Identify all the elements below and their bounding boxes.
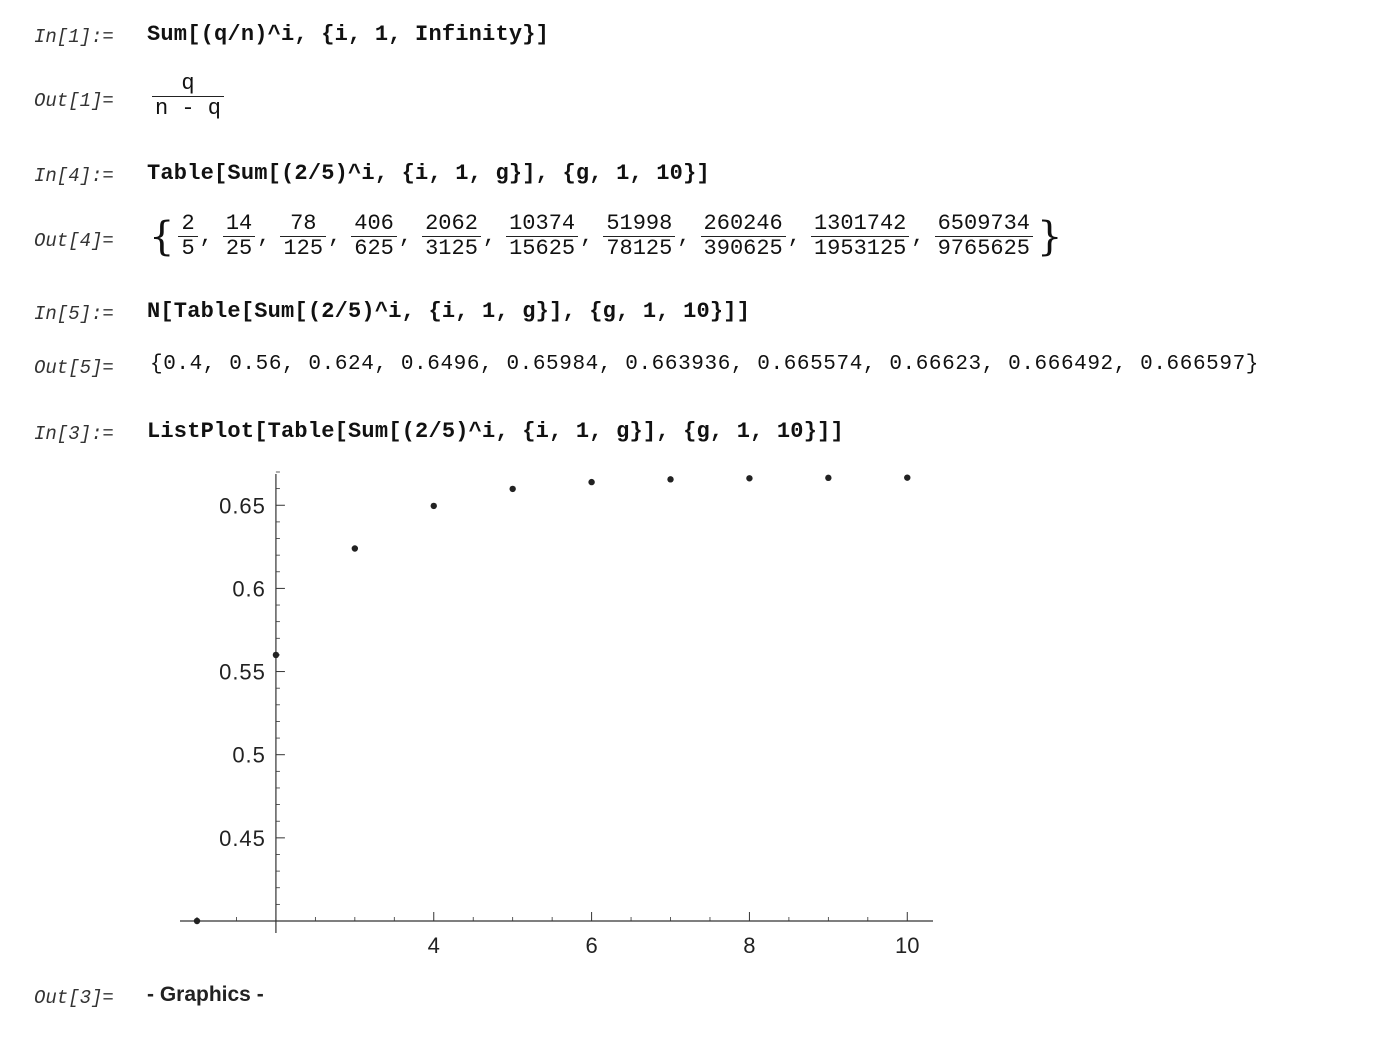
x-tick-label: 4 — [428, 933, 440, 958]
numerator: 14 — [225, 211, 253, 236]
separator-comma: , — [911, 224, 925, 249]
data-point — [193, 917, 201, 925]
input-label: In[1]:= — [34, 26, 114, 48]
numerator: q — [181, 71, 195, 96]
input-label: In[4]:= — [34, 165, 114, 187]
y-tick-label: 0.6 — [232, 576, 266, 601]
output-expression: q n - q — [150, 72, 226, 121]
input-code[interactable]: Sum[(q/n)^i, {i, 1, Infinity}] — [147, 22, 550, 47]
separator-comma: , — [328, 224, 342, 249]
plot-ticks — [196, 471, 908, 921]
output-expression: {0.4, 0.56, 0.624, 0.6496, 0.65984, 0.66… — [150, 353, 1259, 376]
separator-comma: , — [199, 224, 213, 249]
denominator: 78125 — [606, 236, 673, 261]
input-label: In[3]:= — [34, 423, 114, 445]
data-point — [588, 478, 595, 486]
input-label: In[5]:= — [34, 303, 114, 325]
output-label: Out[3]= — [34, 987, 114, 1009]
separator-comma: , — [787, 224, 801, 249]
y-tick-label: 0.5 — [232, 743, 266, 768]
separator-comma: , — [398, 224, 413, 249]
data-point — [272, 651, 280, 659]
fraction-bar — [280, 236, 327, 237]
fraction: 78 125 — [280, 211, 327, 261]
data-point — [667, 476, 674, 483]
x-tick-label: 6 — [585, 933, 597, 958]
y-tick-label: 0.45 — [219, 826, 266, 851]
fraction: 10374 15625 — [506, 211, 579, 261]
separator-comma: , — [257, 224, 271, 249]
plot-tick-labels: 4 6 8 10 0.45 0.5 0.55 0.6 0.65 — [219, 493, 919, 958]
input-code[interactable]: Table[Sum[(2/5)^i, {i, 1, g}], {g, 1, 10… — [147, 161, 710, 186]
fraction-bar — [934, 236, 1034, 237]
denominator: 25 — [225, 236, 253, 261]
data-point — [825, 474, 832, 482]
numerator: 1301742 — [813, 211, 907, 236]
fraction: 51998 78125 — [603, 211, 676, 261]
plot-points — [193, 474, 911, 925]
fraction-bar — [603, 236, 676, 237]
fraction: q n - q — [152, 71, 225, 121]
numerator: 51998 — [606, 211, 673, 236]
output-expression: { 2 5, 14 25, 78 125, 406 625, 2062 3125, 10374 156… — [147, 212, 1064, 261]
fraction: 1301742 1953125 — [810, 211, 910, 261]
fraction-bar — [810, 236, 910, 237]
denominator: 15625 — [509, 236, 576, 261]
input-code[interactable]: N[Table[Sum[(2/5)^i, {i, 1, g}], {g, 1, … — [147, 299, 751, 324]
numerator: 260246 — [703, 211, 783, 236]
y-tick-label: 0.65 — [219, 493, 266, 518]
fraction-bar — [700, 236, 786, 237]
denominator: 5 — [181, 236, 195, 261]
data-point — [430, 502, 437, 510]
fraction: 2062 3125 — [422, 212, 481, 261]
fraction-bar — [222, 236, 256, 237]
close-brace: } — [1037, 213, 1063, 260]
denominator: 390625 — [703, 236, 783, 261]
fraction-bar — [422, 236, 481, 237]
fraction-bar — [152, 96, 225, 97]
denominator: n - q — [155, 96, 222, 121]
fraction-bar — [351, 236, 397, 237]
fraction-bar — [506, 236, 579, 237]
denominator: 125 — [283, 236, 324, 261]
fraction-bar — [178, 236, 198, 237]
numerator: 406 — [354, 211, 394, 236]
denominator: 9765625 — [937, 236, 1031, 261]
open-brace: { — [149, 213, 175, 260]
fraction: 6509734 9765625 — [934, 211, 1034, 261]
separator-comma: , — [677, 224, 691, 249]
data-point — [904, 474, 911, 481]
fraction: 406 625 — [351, 212, 397, 261]
separator-comma: , — [482, 224, 497, 249]
denominator: 1953125 — [813, 236, 907, 261]
numerator: 2062 — [425, 211, 478, 236]
data-point — [509, 485, 516, 493]
fraction: 14 25 — [222, 211, 256, 261]
input-code[interactable]: ListPlot[Table[Sum[(2/5)^i, {i, 1, g}], … — [147, 419, 844, 444]
output-label: Out[1]= — [34, 90, 114, 112]
numerator: 2 — [181, 211, 195, 236]
denominator: 3125 — [425, 236, 478, 261]
denominator: 625 — [354, 236, 394, 261]
x-tick-label: 8 — [743, 933, 755, 958]
plot-axes — [180, 474, 933, 933]
fraction: 260246 390625 — [700, 211, 786, 261]
output-label: Out[4]= — [34, 230, 114, 252]
x-tick-label: 10 — [895, 933, 919, 958]
numerator: 6509734 — [937, 211, 1031, 236]
y-tick-label: 0.55 — [219, 660, 266, 685]
numerator: 10374 — [509, 211, 576, 236]
separator-comma: , — [580, 224, 594, 249]
numerator: 78 — [290, 211, 317, 236]
graphics-output: - Graphics - — [147, 983, 264, 1006]
data-point — [351, 545, 359, 552]
output-label: Out[5]= — [34, 357, 114, 379]
data-point — [746, 475, 753, 482]
